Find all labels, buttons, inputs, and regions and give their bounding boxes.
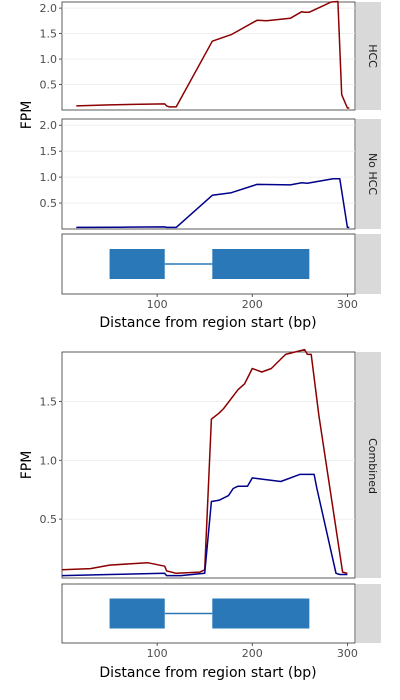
no-hcc-y-tick-label: 0.5	[40, 197, 58, 210]
no-hcc-y-tick-label: 1.0	[40, 171, 58, 184]
combined-series-line	[61, 473, 348, 577]
y-axis-title-top: FPM	[19, 101, 35, 130]
panel-combined: 0.5 1.0 1.5	[40, 348, 381, 579]
gene-bottom-strip	[356, 584, 381, 643]
hcc-y-tick-label: 1.0	[40, 53, 58, 66]
no-hcc-strip	[356, 119, 381, 229]
no-hcc-y-tick-label: 2.0	[40, 119, 58, 132]
gene-bottom-exon	[109, 598, 165, 629]
no-hcc-y-tick-label: 1.5	[40, 145, 58, 158]
gene-bottom-x-tick-label: 200	[242, 647, 263, 660]
no-hcc-series-line	[76, 177, 350, 229]
panel-gene-track-top: 100 200 300	[61, 233, 381, 311]
gene-bottom-exon	[212, 598, 310, 629]
combined-y-tick-label: 0.5	[40, 513, 58, 526]
no-hcc-plot-area	[61, 118, 356, 230]
combined-y-tick-label: 1.0	[40, 454, 58, 467]
gene-top-strip	[356, 234, 381, 294]
combined-y-tick-label: 1.5	[40, 395, 58, 408]
hcc-plot-area	[61, 1, 356, 111]
panel-hcc: 0.5 1.0 1.5 2.0	[40, 0, 381, 111]
hcc-y-tick-label: 1.5	[40, 28, 58, 41]
combined-series-line	[61, 348, 348, 575]
x-axis-title-bottom: Distance from region start (bp)	[99, 665, 316, 681]
hcc-series-line	[76, 0, 350, 109]
panel-gene-track-bottom: 100 200 300	[61, 583, 381, 660]
panel-no-hcc: 0.5 1.0 1.5 2.0	[40, 118, 381, 230]
hcc-y-tick-label: 2.0	[40, 2, 58, 15]
x-axis-title-top: Distance from region start (bp)	[99, 315, 316, 331]
strip-label-combined: Combined	[366, 438, 379, 494]
gene-top-x-tick-label: 300	[337, 298, 358, 311]
combined-plot-area	[61, 351, 356, 579]
hcc-y-tick-label: 0.5	[40, 79, 58, 92]
gene-top-exon	[212, 249, 310, 279]
gene-top-x-tick-label: 200	[242, 298, 263, 311]
strip-label-hcc: HCC	[366, 44, 379, 68]
combined-strip	[356, 352, 381, 578]
gene-bottom-x-tick-label: 300	[337, 647, 358, 660]
hcc-strip	[356, 2, 381, 110]
gene-bottom-x-tick-label: 100	[147, 647, 168, 660]
gene-top-exon	[109, 249, 165, 279]
strip-label-no-hcc: No HCC	[366, 153, 379, 195]
gene-top-x-tick-label: 100	[147, 298, 168, 311]
y-axis-title-bottom: FPM	[19, 451, 35, 480]
